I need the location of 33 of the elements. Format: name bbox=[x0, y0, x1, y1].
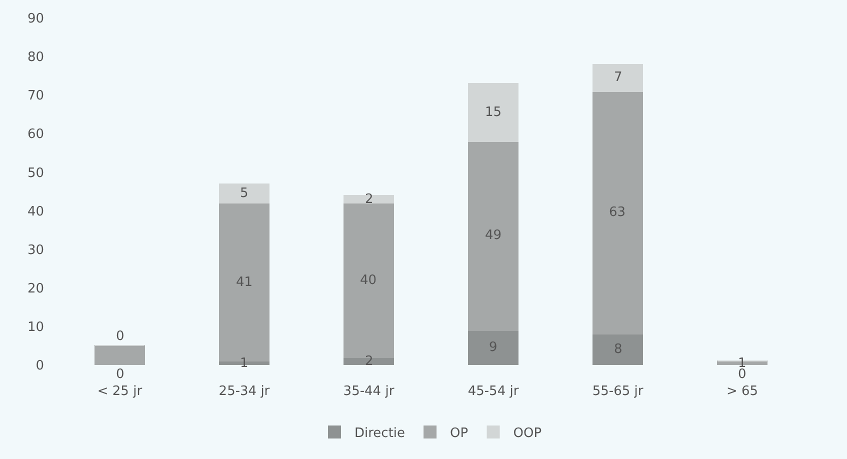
x-tick-label: 55-65 jr bbox=[592, 384, 644, 399]
legend-label: OP bbox=[450, 426, 468, 442]
data-label: 0 bbox=[738, 367, 746, 382]
y-tick-label: 0 bbox=[36, 358, 44, 374]
y-tick-label: 80 bbox=[27, 50, 44, 66]
data-label: 0 bbox=[116, 329, 124, 344]
data-label: 7 bbox=[614, 70, 622, 85]
legend-label: OOP bbox=[513, 426, 542, 442]
data-label: 2 bbox=[365, 192, 374, 207]
data-label: 2 bbox=[365, 354, 374, 369]
data-label: 8 bbox=[614, 342, 622, 357]
data-label: 0 bbox=[116, 367, 124, 382]
y-tick-label: 70 bbox=[27, 88, 44, 104]
y-tick-label: 50 bbox=[27, 166, 44, 181]
x-tick-label: 25-34 jr bbox=[218, 384, 270, 399]
data-label: 9 bbox=[489, 340, 498, 355]
x-tick-label: 35-44 jr bbox=[343, 384, 395, 399]
y-tick-label: 90 bbox=[27, 12, 44, 27]
y-tick-label: 30 bbox=[27, 242, 44, 258]
x-tick-label: 45-54 jr bbox=[468, 384, 520, 399]
y-tick-label: 20 bbox=[27, 281, 44, 296]
legend-label: Directie bbox=[354, 426, 406, 442]
x-tick-label: > 65 bbox=[726, 384, 758, 399]
data-label: 63 bbox=[609, 205, 626, 220]
y-tick-label: 10 bbox=[27, 320, 44, 335]
data-label: 49 bbox=[485, 228, 502, 243]
data-label: 41 bbox=[236, 275, 253, 290]
data-label: 15 bbox=[485, 105, 502, 120]
data-label: 5 bbox=[240, 186, 248, 201]
y-tick-label: 60 bbox=[27, 127, 44, 142]
data-label: 40 bbox=[360, 273, 377, 288]
x-tick-label: < 25 jr bbox=[97, 384, 143, 399]
y-tick-label: 40 bbox=[27, 204, 44, 220]
